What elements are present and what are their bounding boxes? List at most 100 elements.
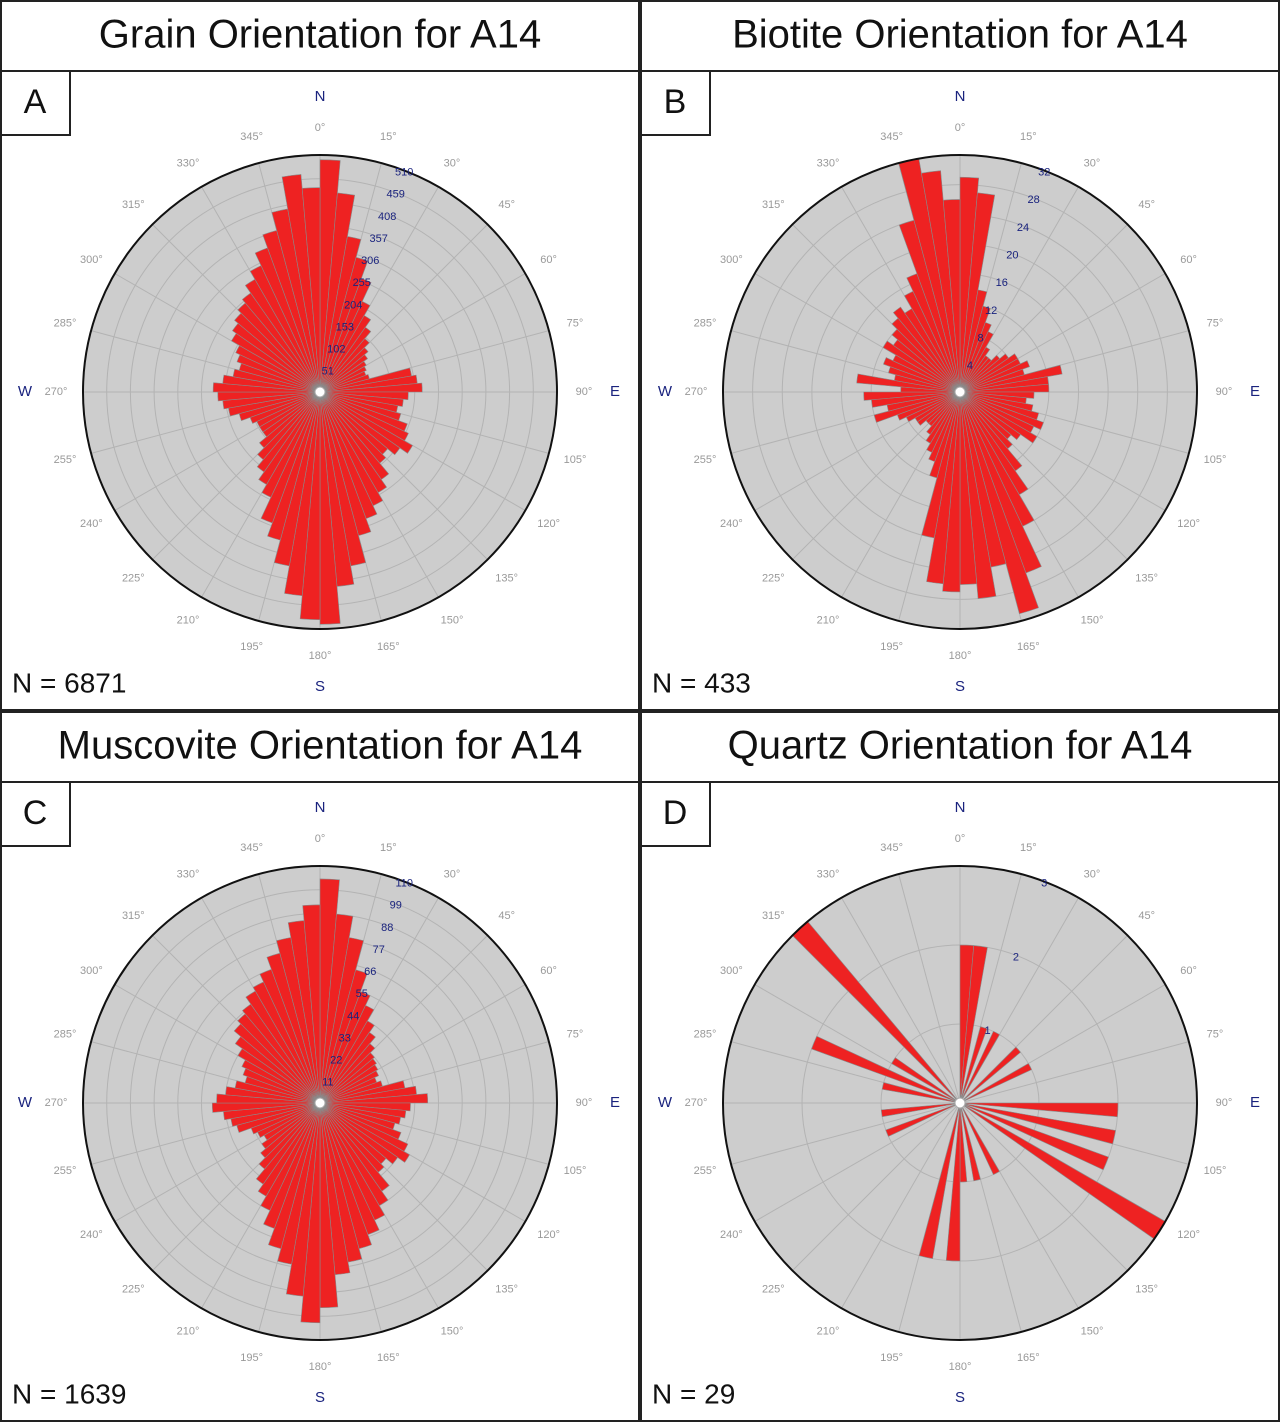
n-label: N = 433	[652, 667, 751, 698]
angle-label: 300°	[80, 254, 103, 266]
angle-label: 60°	[540, 965, 557, 977]
angle-label: 45°	[1138, 910, 1155, 922]
angle-label: 0°	[955, 122, 966, 134]
angular-grid	[754, 1102, 961, 1222]
n-label: N = 29	[652, 1378, 735, 1409]
angle-label: 285°	[694, 1029, 717, 1041]
center-dot	[954, 386, 966, 398]
angle-label: 105°	[1204, 1165, 1227, 1177]
angle-label: 180°	[949, 1361, 972, 1373]
angle-label: 135°	[495, 1284, 518, 1296]
rose-bar	[959, 1102, 981, 1182]
angle-label: 135°	[1135, 1284, 1158, 1296]
polar-outline	[82, 154, 558, 630]
panel-border	[640, 0, 1280, 711]
angle-label: 90°	[576, 1097, 593, 1109]
rose-bar	[319, 382, 423, 393]
rose-bar	[959, 391, 1022, 441]
angle-label: 90°	[1216, 386, 1233, 398]
rose-bar	[258, 1102, 321, 1170]
panel-label: A	[24, 83, 47, 121]
rose-bar	[881, 1082, 961, 1104]
rose-bar	[942, 199, 961, 393]
angle-label: 315°	[762, 199, 785, 211]
angle-label: 270°	[45, 1097, 68, 1109]
angle-label: 15°	[380, 131, 397, 143]
compass-label: W	[658, 383, 673, 400]
rose-bar	[959, 331, 994, 393]
angle-label: 255°	[694, 1165, 717, 1177]
angle-label: 90°	[576, 386, 593, 398]
panel-label-box	[640, 781, 711, 847]
angle-label: 345°	[880, 842, 903, 854]
rose-bar	[319, 1064, 379, 1104]
angle-label: 345°	[880, 131, 903, 143]
angle-label: 75°	[1207, 1029, 1224, 1041]
rose-bar	[260, 1102, 321, 1159]
rose-bar	[267, 391, 321, 541]
radial-tick-label: 110	[395, 878, 413, 890]
radial-tick-label: 24	[1017, 222, 1029, 234]
angular-grid	[841, 1102, 961, 1309]
radial-tick-label: 32	[1038, 167, 1050, 179]
panel-label-box	[0, 70, 71, 136]
angle-label: 0°	[955, 833, 966, 845]
angle-label: 315°	[122, 910, 145, 922]
rose-bar	[959, 383, 1050, 393]
radial-tick-label: 66	[364, 966, 376, 978]
angle-label: 120°	[1177, 518, 1200, 530]
angle-label: 285°	[54, 318, 77, 330]
rose-bar	[959, 1102, 1000, 1175]
panel-border	[640, 711, 1280, 1422]
rose-bar	[319, 969, 368, 1104]
angle-label: 165°	[377, 641, 400, 653]
angle-label: 30°	[1084, 157, 1101, 169]
radial-tick-label: 51	[322, 366, 334, 378]
rose-bar	[959, 1031, 1000, 1104]
rose-bar	[925, 391, 961, 444]
rose-bar	[959, 945, 988, 1104]
radial-tick-label: 99	[390, 900, 402, 912]
rose-bar	[959, 364, 1063, 393]
compass-label: S	[315, 678, 325, 695]
radial-tick-label: 88	[381, 922, 393, 934]
angle-label: 270°	[45, 386, 68, 398]
rose-panel: Quartz Orientation for A14 D N = 29 0° 15° 30…	[640, 711, 1280, 1422]
angular-grid	[959, 1102, 1128, 1271]
rose-bar	[319, 1020, 375, 1104]
rose-bar	[319, 338, 370, 393]
panel-label-box	[0, 781, 71, 847]
rose-bar	[319, 1004, 375, 1104]
rose-bar	[319, 1102, 399, 1165]
rose-bar	[268, 1102, 321, 1250]
rose-bar	[959, 1102, 1116, 1145]
rose-bar	[319, 1058, 377, 1104]
angle-label: 75°	[1207, 318, 1224, 330]
rose-bar	[918, 1102, 961, 1259]
angle-label: 270°	[685, 386, 708, 398]
compass-label: E	[1250, 383, 1260, 400]
panel-label: C	[23, 794, 48, 832]
radial-tick-label: 153	[336, 321, 354, 333]
angle-label: 15°	[1020, 842, 1037, 854]
rose-bar	[255, 1102, 321, 1185]
angle-label: 195°	[880, 1352, 903, 1364]
angle-label: 105°	[1204, 454, 1227, 466]
compass-label: W	[18, 1094, 33, 1111]
angle-label: 0°	[315, 833, 326, 845]
angle-label: 345°	[240, 842, 263, 854]
angle-label: 150°	[441, 615, 464, 627]
rose-bar	[263, 1102, 321, 1229]
radial-tick-label: 20	[1006, 249, 1018, 261]
compass-label: E	[610, 1094, 620, 1111]
rose-bar	[885, 1102, 961, 1137]
radial-tick-label: 4	[967, 360, 973, 372]
rose-bar	[959, 391, 1038, 444]
radial-tick-label: 44	[347, 1010, 359, 1022]
compass-label: S	[955, 1389, 965, 1406]
angle-label: 135°	[1135, 573, 1158, 585]
rose-bar	[319, 315, 372, 393]
angle-label: 345°	[240, 131, 263, 143]
compass-label: E	[610, 383, 620, 400]
rose-bar	[959, 391, 1044, 430]
